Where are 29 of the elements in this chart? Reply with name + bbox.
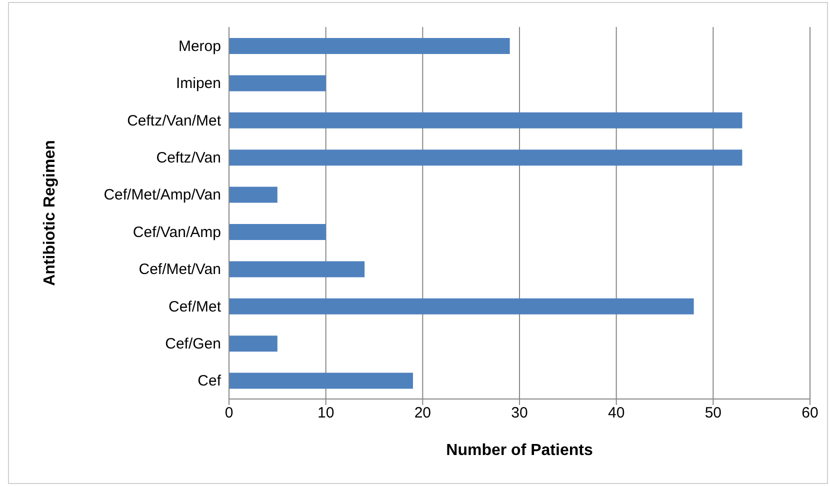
x-tick-label: 10: [317, 404, 334, 422]
y-tick-label: Cef/Van/Amp: [132, 224, 221, 241]
bar: [229, 75, 326, 92]
bar: [229, 186, 278, 203]
y-tick-label: Ceftz/Van/Met: [127, 112, 222, 130]
x-tick-label: 20: [414, 404, 432, 422]
y-tick-label: Imipen: [176, 75, 221, 92]
y-tick-label: Cef/Met/Amp/Van: [104, 186, 221, 204]
y-axis-title: Antibiotic Regimen: [42, 140, 59, 286]
x-tick-label: 40: [608, 404, 625, 422]
x-tick-label: 60: [802, 404, 818, 422]
bar: [229, 261, 365, 278]
y-tick-label: Cef/Gen: [165, 336, 221, 353]
bar: [229, 112, 742, 128]
bar: [229, 298, 694, 314]
bar: [229, 150, 742, 166]
x-tick-label: 30: [511, 404, 528, 422]
bar: [229, 336, 278, 352]
x-tick-label: 0: [224, 404, 234, 422]
bar: [229, 38, 510, 54]
x-tick-label: 50: [704, 404, 722, 422]
bar: [229, 224, 326, 240]
y-tick-label: Cef: [198, 372, 222, 390]
bar: [229, 372, 413, 389]
y-tick-label: Ceftz/Van: [156, 150, 221, 167]
x-axis-title: Number of Patients: [446, 442, 593, 459]
y-tick-label: Merop: [178, 38, 221, 55]
y-tick-label: Cef/Met/Van: [138, 261, 221, 278]
y-tick-label: Cef/Met: [168, 298, 222, 316]
